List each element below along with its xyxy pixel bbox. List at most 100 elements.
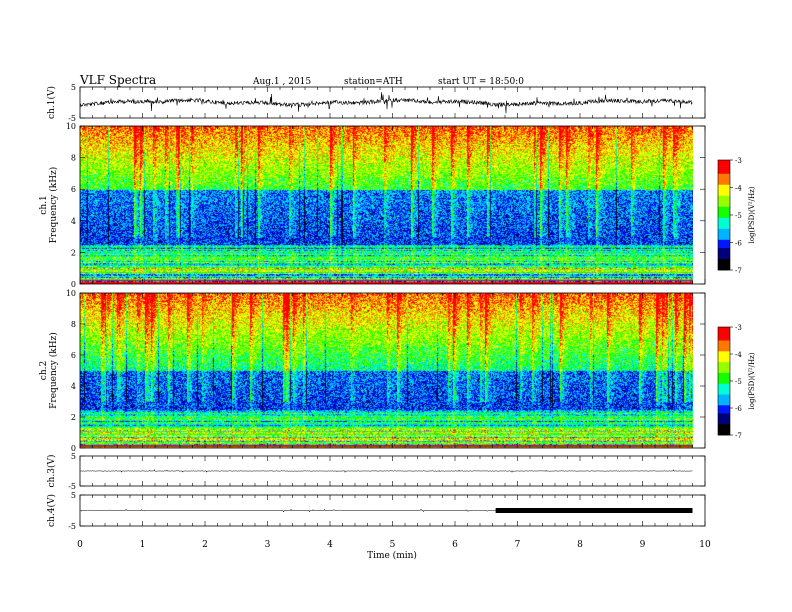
y-tick-label: 5 xyxy=(71,452,76,461)
colorbar-tick-label: -3 xyxy=(735,157,742,165)
colorbar-tick-label: -7 xyxy=(735,432,742,440)
y-tick-label: 8 xyxy=(71,320,76,329)
y-tick-label: 4 xyxy=(71,382,76,391)
colorbar-segment xyxy=(718,212,730,216)
colorbar-segment xyxy=(718,176,730,180)
colorbar-segment xyxy=(718,195,730,199)
colorbar-segment xyxy=(718,364,730,368)
colorbar-segment xyxy=(718,264,730,268)
colorbar-tick-label: -5 xyxy=(735,378,742,386)
colorbar-segment xyxy=(718,345,730,349)
colorbar-segment xyxy=(718,162,730,166)
colorbar-segment xyxy=(718,356,730,360)
colorbar-tick-label: -4 xyxy=(735,351,742,359)
thick-segment xyxy=(495,508,693,513)
y-tick-label: 6 xyxy=(71,351,76,360)
y-tick-label: 5 xyxy=(71,491,76,500)
colorbar-segment xyxy=(718,267,730,271)
colorbar-label: log(PSD)(V²/Hz) xyxy=(748,186,756,243)
y-tick-label: -5 xyxy=(68,482,76,491)
colorbar-segment xyxy=(718,413,730,417)
start-time-label: start UT = 18:50:0 xyxy=(438,77,524,87)
colorbar-segment xyxy=(718,421,730,425)
colorbar-segment xyxy=(718,187,730,191)
colorbar-segment xyxy=(718,424,730,428)
y-tick-label: 8 xyxy=(71,154,76,163)
y-tick-label: -5 xyxy=(68,114,76,123)
colorbar-segment xyxy=(718,410,730,414)
x-tick-label: 7 xyxy=(515,540,521,550)
colorbar-tick-label: -5 xyxy=(735,212,742,220)
panel-ylabel: ch.1(V) xyxy=(46,86,57,119)
colorbar-segment xyxy=(718,220,730,224)
waveform-trace xyxy=(80,468,693,474)
y-tick-label: -5 xyxy=(68,522,76,531)
colorbar-segment xyxy=(718,259,730,263)
y-tick-label: 4 xyxy=(71,217,76,226)
colorbar-segment xyxy=(718,198,730,202)
colorbar-segment xyxy=(718,394,730,398)
waveform-trace xyxy=(80,92,693,114)
colorbar-segment xyxy=(718,206,730,210)
colorbar-segment xyxy=(718,250,730,254)
panel-ylabel: ch.4(V) xyxy=(46,494,57,527)
colorbar-segment xyxy=(718,201,730,205)
colorbar-segment xyxy=(718,253,730,257)
x-tick-label: 10 xyxy=(699,540,711,550)
colorbar-segment xyxy=(718,234,730,238)
colorbar-segment xyxy=(718,354,730,358)
colorbar-segment xyxy=(718,426,730,430)
date-label: Aug.1 , 2015 xyxy=(252,77,311,87)
panel-ylabel-channel: ch.2 xyxy=(39,361,49,380)
colorbar-segment xyxy=(718,171,730,175)
colorbar-segment xyxy=(718,237,730,241)
y-tick-label: 0 xyxy=(71,280,76,289)
ch3-waveform-panel: 5 -5 ch.3(V) xyxy=(46,452,706,491)
colorbar-segment xyxy=(718,168,730,172)
ch2-spectrogram-panel: 0 2 4 6 8 10 ch.2 Frequency (kHz) -3 -4 -5 -6 -7 log(… xyxy=(39,289,756,453)
ch4-waveform-panel: 5 -5 ch.4(V) xyxy=(46,491,706,531)
station-label: station=ATH xyxy=(344,77,403,87)
colorbar-segment xyxy=(718,335,730,339)
colorbar-segment xyxy=(718,248,730,252)
colorbar-segment xyxy=(718,261,730,265)
colorbar-tick-label: -6 xyxy=(735,405,742,413)
colorbar-segment xyxy=(718,432,730,436)
y-tick-label: 5 xyxy=(71,83,76,92)
colorbar-segment xyxy=(718,239,730,243)
panel-ylabel-frequency: Frequency (kHz) xyxy=(48,167,59,244)
colorbar-tick-label: -6 xyxy=(735,240,742,248)
colorbar-segment xyxy=(718,337,730,341)
x-tick-label: 2 xyxy=(202,540,208,550)
colorbar-segment xyxy=(718,184,730,188)
figure-title: VLF Spectra xyxy=(79,73,156,87)
colorbar-tick-label: -3 xyxy=(735,324,742,332)
colorbar-segment xyxy=(718,217,730,221)
y-tick-label: 2 xyxy=(71,248,76,257)
colorbar-segment xyxy=(718,418,730,422)
colorbar-segment xyxy=(718,215,730,219)
colorbar-segment xyxy=(718,383,730,387)
colorbar-segment xyxy=(718,359,730,363)
x-tick-label: 9 xyxy=(640,540,646,550)
colorbar-segment xyxy=(718,405,730,409)
colorbar-segment xyxy=(718,173,730,177)
colorbar-segment xyxy=(718,226,730,230)
colorbar-segment xyxy=(718,165,730,169)
colorbar-segment xyxy=(718,223,730,227)
y-tick-label: 10 xyxy=(66,289,76,298)
colorbar-segment xyxy=(718,367,730,371)
colorbar-segment xyxy=(718,228,730,232)
colorbar-segment xyxy=(718,179,730,183)
colorbar-segment xyxy=(718,160,730,164)
colorbar-segment xyxy=(718,386,730,390)
x-axis-label: Time (min) xyxy=(367,550,417,561)
colorbar-label: log(PSD)(V²/Hz) xyxy=(748,352,756,409)
panel-ylabel-frequency: Frequency (kHz) xyxy=(48,332,59,409)
colorbar-segment xyxy=(718,190,730,194)
colorbar-segment xyxy=(718,332,730,336)
spectrogram-image xyxy=(80,126,693,284)
x-tick-label: 6 xyxy=(452,540,458,550)
colorbar-segment xyxy=(718,327,730,331)
colorbar-segment xyxy=(718,362,730,366)
